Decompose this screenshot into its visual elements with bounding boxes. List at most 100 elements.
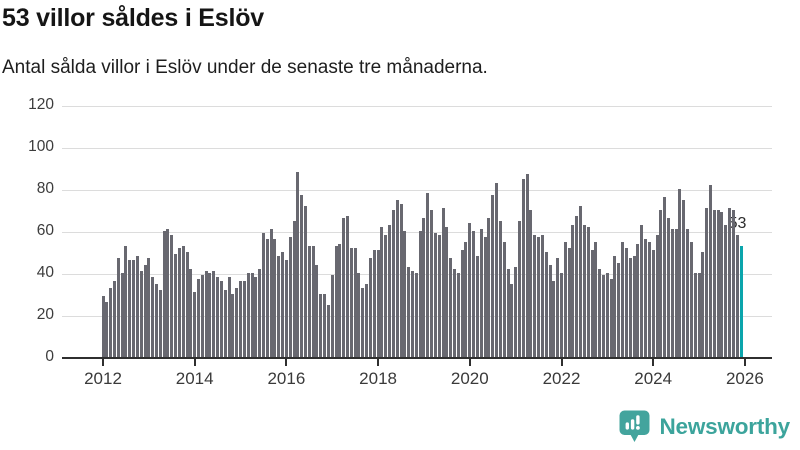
bar bbox=[678, 189, 682, 357]
bar bbox=[384, 235, 388, 357]
bar bbox=[437, 235, 441, 357]
bar bbox=[449, 258, 453, 357]
y-tick-label-100: 100 bbox=[28, 138, 54, 155]
bar bbox=[666, 218, 670, 357]
bar bbox=[586, 226, 590, 357]
bar bbox=[617, 262, 621, 357]
bar bbox=[116, 258, 120, 357]
bar bbox=[430, 210, 434, 357]
bar bbox=[204, 270, 208, 357]
bar bbox=[663, 197, 667, 357]
x-tick-2016 bbox=[285, 358, 288, 366]
bar bbox=[239, 281, 243, 357]
bar bbox=[621, 241, 625, 357]
bar bbox=[636, 243, 640, 357]
x-tick-label-2016: 2016 bbox=[267, 369, 306, 388]
bar bbox=[304, 205, 307, 357]
bar bbox=[479, 228, 483, 357]
bar bbox=[254, 277, 258, 357]
bar bbox=[132, 260, 136, 357]
gridline-y-100 bbox=[62, 147, 772, 149]
x-tick-2014 bbox=[193, 358, 196, 366]
bar bbox=[693, 273, 697, 357]
bar bbox=[197, 279, 201, 357]
bar bbox=[724, 224, 728, 357]
bar bbox=[250, 273, 254, 357]
bar bbox=[135, 256, 139, 357]
bar bbox=[502, 241, 506, 357]
bar bbox=[647, 241, 651, 357]
bar bbox=[189, 268, 193, 357]
bar bbox=[346, 216, 350, 357]
bar bbox=[491, 195, 495, 357]
bar bbox=[445, 226, 449, 357]
bar bbox=[166, 228, 170, 357]
bar bbox=[212, 270, 216, 357]
bar bbox=[154, 283, 158, 357]
bar bbox=[670, 228, 674, 357]
bar bbox=[602, 275, 606, 357]
x-tick-2012 bbox=[102, 358, 104, 366]
bar bbox=[227, 277, 231, 357]
bar bbox=[598, 268, 602, 357]
y-tick-label-20: 20 bbox=[36, 306, 54, 323]
bar bbox=[124, 245, 128, 357]
bar bbox=[655, 235, 659, 357]
bar bbox=[300, 195, 304, 357]
bar bbox=[365, 283, 369, 357]
bar bbox=[659, 210, 663, 357]
bar bbox=[372, 249, 376, 357]
bar bbox=[292, 220, 296, 357]
gridline-y-80 bbox=[62, 189, 772, 191]
bar bbox=[265, 239, 269, 357]
bar bbox=[105, 302, 109, 357]
bar bbox=[307, 245, 311, 357]
newsworthy-bubble-chart-icon bbox=[618, 409, 651, 444]
bar bbox=[567, 247, 571, 357]
bar bbox=[338, 243, 342, 357]
bar bbox=[728, 207, 732, 357]
bar bbox=[701, 252, 705, 357]
newsworthy-wordmark: Newsworthy bbox=[659, 413, 790, 439]
bar bbox=[563, 241, 567, 357]
x-tick-2020 bbox=[468, 358, 471, 366]
bar bbox=[361, 287, 365, 357]
bar bbox=[609, 279, 613, 357]
bar bbox=[644, 239, 648, 357]
y-tick-label-0: 0 bbox=[45, 348, 54, 365]
bar bbox=[162, 231, 166, 357]
x-tick-label-2018: 2018 bbox=[359, 369, 397, 388]
bar bbox=[575, 216, 579, 357]
bar bbox=[472, 231, 476, 357]
x-tick-2026 bbox=[743, 358, 746, 366]
bar bbox=[422, 218, 426, 357]
bar bbox=[441, 207, 445, 357]
bar bbox=[326, 304, 330, 357]
bar bbox=[735, 235, 739, 357]
bar bbox=[315, 264, 319, 357]
bar bbox=[533, 235, 537, 357]
bar bbox=[498, 220, 502, 357]
bar bbox=[181, 245, 185, 357]
bar bbox=[529, 210, 533, 357]
bar bbox=[632, 256, 636, 357]
bar bbox=[686, 228, 690, 357]
bar bbox=[495, 182, 499, 357]
bar bbox=[705, 207, 709, 357]
bar bbox=[410, 270, 414, 357]
bar bbox=[391, 210, 395, 357]
bar bbox=[242, 281, 246, 357]
gridline-y-60 bbox=[62, 231, 772, 233]
newsworthy-logo[interactable]: Newsworthy bbox=[618, 409, 790, 444]
bar bbox=[716, 210, 720, 357]
bar bbox=[277, 256, 281, 357]
bar bbox=[407, 266, 411, 357]
bar bbox=[640, 224, 644, 357]
bar bbox=[216, 277, 220, 357]
bar bbox=[353, 247, 357, 357]
bar-chart-plot-area: 53 0 20 40 60 80 100 120 2012 2014 2016 2018 2020 20… bbox=[28, 96, 772, 388]
bar bbox=[571, 224, 575, 357]
bar bbox=[605, 273, 609, 357]
bar bbox=[403, 231, 407, 357]
